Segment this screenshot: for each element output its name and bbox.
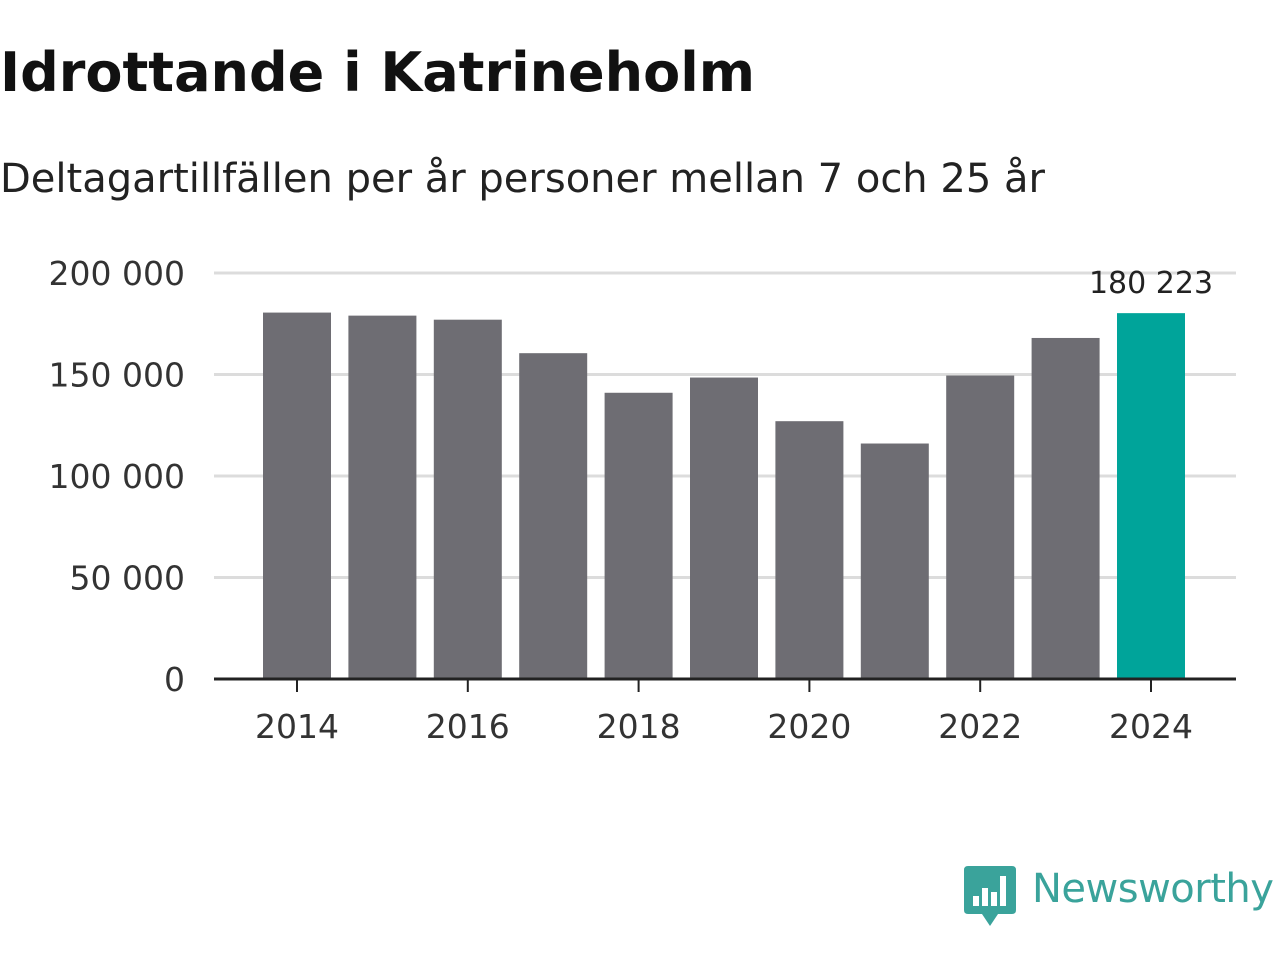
bars xyxy=(263,312,1185,679)
axes: 0 50 000 100 000 150 000 200 000 2014 2016 2018… xyxy=(49,254,1236,746)
y-tick-label: 100 000 xyxy=(49,457,185,496)
chart-subtitle: Deltagartillfällen per år personer mella… xyxy=(0,156,1045,202)
chart-title: Idrottande i Katrineholm xyxy=(0,41,755,104)
x-tick-label: 2018 xyxy=(597,707,681,746)
y-tick-label: 50 000 xyxy=(70,559,185,598)
y-tick-label: 0 xyxy=(164,660,185,699)
y-tick-label: 200 000 xyxy=(49,254,185,293)
bar-2024 xyxy=(1117,313,1185,679)
y-tick-label: 150 000 xyxy=(49,356,185,395)
bar-2018 xyxy=(604,392,673,679)
x-tick-label: 2024 xyxy=(1109,707,1193,746)
data-labels: 180 223 xyxy=(1089,266,1213,301)
bar-2020 xyxy=(775,421,844,679)
brand-name: Newsworthy xyxy=(1032,866,1274,912)
x-tick-label: 2016 xyxy=(426,707,510,746)
bar-chart-speech-bubble-icon xyxy=(964,866,1016,926)
bar-2016 xyxy=(433,319,502,679)
brand-logo: Newsworthy xyxy=(964,862,1274,932)
bar-2022 xyxy=(946,375,1015,679)
bar-2023 xyxy=(1031,337,1100,679)
bar-2014 xyxy=(263,312,331,679)
bar-2021 xyxy=(860,443,929,679)
x-tick-label: 2020 xyxy=(767,707,851,746)
data-label-2024: 180 223 xyxy=(1089,266,1213,301)
bar-2019 xyxy=(690,377,758,679)
bar-chart: 0 50 000 100 000 150 000 200 000 2014 2016 2018… xyxy=(49,254,1236,746)
bar-2017 xyxy=(519,353,588,679)
bar-2015 xyxy=(348,315,417,679)
x-tick-label: 2022 xyxy=(938,707,1022,746)
x-tick-label: 2014 xyxy=(255,707,339,746)
